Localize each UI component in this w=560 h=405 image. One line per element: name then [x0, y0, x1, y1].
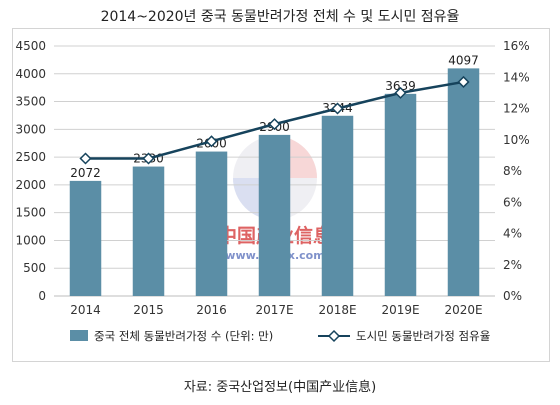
y-left-tick-label: 0	[38, 289, 46, 303]
share-point	[142, 152, 155, 165]
x-tick-label: 2014	[70, 303, 101, 317]
share-point	[331, 102, 344, 115]
bar	[69, 180, 102, 296]
y-left-tick-label: 3500	[15, 95, 46, 109]
y-left-tick-label: 4500	[15, 39, 46, 53]
x-tick-label: 2019E	[381, 303, 419, 317]
bar	[384, 93, 417, 296]
y-left-tick-label: 2500	[15, 150, 46, 164]
legend-label-bar: 중국 전체 동물반려가정 수 (단위: 만)	[94, 329, 273, 343]
y-right-tick-label: 6%	[503, 195, 522, 209]
y-right-tick-label: 0%	[503, 289, 522, 303]
chart-svg: 中国产业信息www.chyxx.com050010001500200025003…	[15, 39, 530, 343]
y-left-tick-label: 2000	[15, 178, 46, 192]
x-tick-label: 2020E	[444, 303, 482, 317]
bar	[132, 166, 165, 296]
bar	[447, 68, 480, 296]
y-left-tick-label: 500	[23, 261, 46, 275]
source-note: 자료: 중국산업정보(中国产业信息)	[183, 380, 377, 395]
bar-value-label: 3639	[385, 79, 416, 93]
y-right-tick-label: 10%	[503, 133, 530, 147]
share-point	[205, 135, 218, 148]
y-left-tick-label: 4000	[15, 67, 46, 81]
y-right-tick-label: 16%	[503, 39, 530, 53]
y-right-tick-label: 8%	[503, 164, 522, 178]
legend-swatch-bar	[70, 330, 88, 341]
y-right-tick-label: 4%	[503, 227, 522, 241]
legend-label-line: 도시민 동물반려가정 점유율	[356, 329, 490, 343]
bar-value-label: 4097	[448, 53, 479, 67]
share-point	[394, 86, 407, 99]
bar	[195, 151, 228, 296]
x-tick-label: 2018E	[318, 303, 356, 317]
y-right-tick-label: 12%	[503, 102, 530, 116]
share-point	[79, 152, 92, 165]
bar-value-label: 2072	[70, 166, 101, 180]
legend-swatch-marker	[327, 329, 341, 343]
x-tick-label: 2015	[133, 303, 164, 317]
bar	[258, 134, 291, 296]
x-tick-label: 2016	[196, 303, 227, 317]
share-point	[268, 118, 281, 131]
y-right-tick-label: 2%	[503, 258, 522, 272]
y-right-tick-label: 14%	[503, 70, 530, 84]
x-tick-label: 2017E	[255, 303, 293, 317]
share-point	[457, 75, 470, 88]
chart-title: 2014~2020년 중국 동물반려가정 전체 수 및 도시민 점유율	[100, 9, 460, 25]
y-left-tick-label: 1500	[15, 206, 46, 220]
bar	[321, 115, 354, 297]
y-left-tick-label: 1000	[15, 233, 46, 247]
y-left-tick-label: 3000	[15, 122, 46, 136]
